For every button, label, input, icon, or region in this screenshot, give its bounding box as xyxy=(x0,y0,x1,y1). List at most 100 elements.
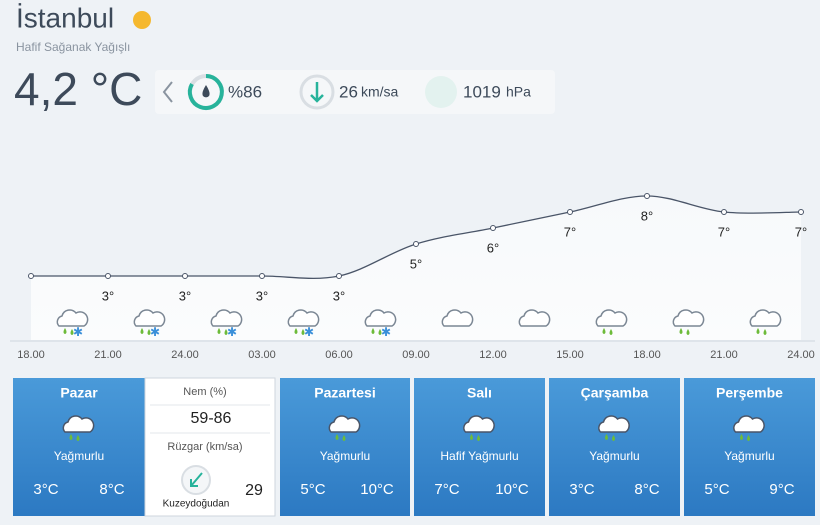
cloud-icon xyxy=(364,309,397,327)
cloud-icon xyxy=(598,415,630,433)
pressure-icon xyxy=(425,76,457,108)
snow-flake: ✱ xyxy=(73,325,83,339)
city: İstanbul xyxy=(16,2,114,33)
day-card[interactable] xyxy=(684,378,815,516)
rain-drop xyxy=(371,328,375,334)
time-label: 18.00 xyxy=(17,349,45,361)
wind-arrow xyxy=(190,472,203,487)
cloud-icon xyxy=(672,309,705,327)
cloud-icon xyxy=(463,415,495,433)
rain-drop xyxy=(686,329,690,335)
cloud-icon xyxy=(518,309,551,327)
details-panel xyxy=(144,377,276,517)
snow-flake: ✱ xyxy=(304,325,314,339)
hourly-chart: 18.00 ✱ 3° 21.00 ✱ 3° 24.00 ✱ 3° 03.00 ✱ 3° 06.00 ✱ 5°… xyxy=(17,193,815,361)
cloud-icon xyxy=(733,415,765,433)
time-label: 18.00 xyxy=(633,349,661,361)
day-card[interactable] xyxy=(13,378,145,516)
temp-area xyxy=(31,196,801,340)
condition: Hafif Sağanak Yağışlı xyxy=(16,40,130,54)
drop-icon xyxy=(202,85,210,98)
temp-point xyxy=(413,241,419,247)
temp-label: 7° xyxy=(718,224,730,239)
cloud-icon xyxy=(328,415,361,433)
wind-speed: 29 xyxy=(245,482,263,499)
cloud-icon xyxy=(287,309,320,327)
rain-drop xyxy=(224,329,228,335)
rain-drop xyxy=(477,435,480,441)
temp-point xyxy=(721,209,727,215)
cloud-icon xyxy=(210,309,243,327)
temp-point xyxy=(644,193,650,199)
temp-label: 7° xyxy=(795,224,807,239)
rain-drop xyxy=(679,328,683,334)
cloud-icon xyxy=(62,415,95,433)
rain-drop xyxy=(602,328,606,334)
humidity: %86 xyxy=(228,82,262,101)
forecast-cards: Pazar Yağmurlu 3°C 8°C Nem (%) 59-86 Rüzgar (k… xyxy=(13,377,815,517)
day-card[interactable] xyxy=(414,378,545,516)
prev-arrow[interactable] xyxy=(162,81,173,103)
rain-drop xyxy=(294,328,298,334)
time-label: 09.00 xyxy=(402,349,430,361)
temp-label: 8° xyxy=(641,208,653,223)
day-low: 3°C xyxy=(33,481,58,498)
rain-drop xyxy=(335,434,339,440)
temp-label: 5° xyxy=(410,256,422,271)
rain-drop xyxy=(612,435,615,441)
day-condition: Yağmurlu xyxy=(724,449,774,463)
rain-drop xyxy=(217,328,221,334)
rain-drop xyxy=(76,435,80,441)
stats-bar xyxy=(155,70,555,114)
rain-drop xyxy=(747,435,750,441)
cloud-icon xyxy=(133,309,166,327)
rain-drop xyxy=(378,329,382,335)
time-label: 03.00 xyxy=(248,349,276,361)
day-low: 7°C xyxy=(434,481,459,498)
temp-label: 3° xyxy=(179,288,191,303)
temp-point xyxy=(336,273,342,279)
temp-label: 3° xyxy=(256,288,268,303)
day-low: 5°C xyxy=(300,481,325,498)
rain-drop xyxy=(301,329,305,335)
rain-drop xyxy=(740,434,743,440)
day-high: 8°C xyxy=(99,481,124,498)
cloud-icon xyxy=(441,309,474,327)
rain-drop xyxy=(70,329,74,335)
time-label: 24.00 xyxy=(171,349,199,361)
day-low: 3°C xyxy=(569,481,594,498)
day-card[interactable] xyxy=(280,378,410,516)
temp-point xyxy=(490,225,496,231)
temp-label: 7° xyxy=(564,224,576,239)
wind-unit: km/sa xyxy=(361,84,399,100)
temp-point xyxy=(182,273,188,279)
temp-label: 3° xyxy=(102,288,114,303)
wind-ring xyxy=(299,74,335,110)
cloud-icon xyxy=(595,309,628,327)
rain-drop xyxy=(605,434,608,440)
rain-drop xyxy=(609,329,613,335)
snow-flake: ✱ xyxy=(227,325,237,339)
humidity-arc xyxy=(187,74,224,110)
day-name: Pazartesi xyxy=(314,385,375,401)
time-label: 21.00 xyxy=(94,349,122,361)
day-condition: Hafif Yağmurlu xyxy=(440,449,518,463)
wind: 26 xyxy=(339,82,358,101)
rain-drop xyxy=(69,434,73,440)
rain-drop xyxy=(763,329,767,335)
temp-point xyxy=(105,273,111,279)
rain-drop xyxy=(147,329,151,335)
cloud-icon xyxy=(56,309,89,327)
rain-drop xyxy=(63,328,67,334)
rain-drop xyxy=(470,434,473,440)
humidity-label: Nem (%) xyxy=(183,386,226,398)
day-card[interactable] xyxy=(549,378,680,516)
pressure-unit: hPa xyxy=(506,84,531,100)
temp-point xyxy=(28,273,34,279)
day-condition: Yağmurlu xyxy=(54,449,104,463)
snow-flake: ✱ xyxy=(150,325,160,339)
snow-flake: ✱ xyxy=(381,325,391,339)
rain-drop xyxy=(140,328,144,334)
pressure: 1019 xyxy=(463,82,501,101)
